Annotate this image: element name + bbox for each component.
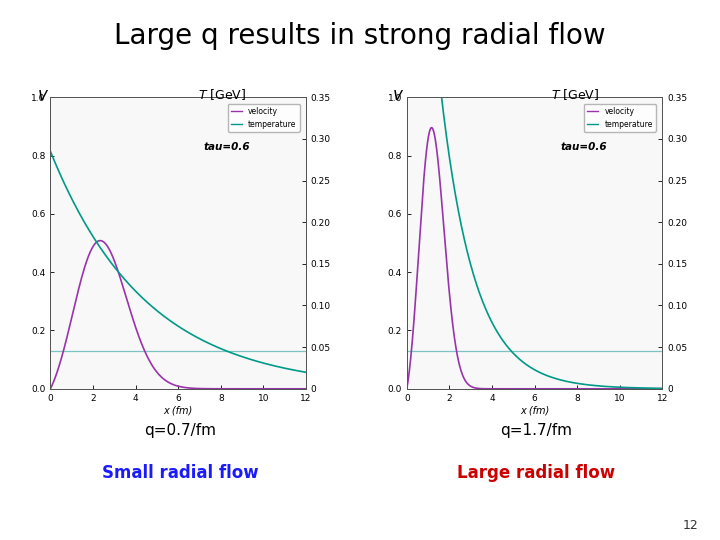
Text: Large q results in strong radial flow: Large q results in strong radial flow — [114, 22, 606, 50]
Text: $T$ [GeV]: $T$ [GeV] — [198, 87, 246, 102]
Legend: velocity, temperature: velocity, temperature — [584, 104, 656, 132]
Text: $v$: $v$ — [392, 85, 405, 104]
Text: 12: 12 — [683, 519, 698, 532]
Text: Large radial flow: Large radial flow — [457, 464, 616, 482]
Text: tau=0.6: tau=0.6 — [560, 141, 607, 152]
Text: $T$ [GeV]: $T$ [GeV] — [551, 87, 599, 102]
X-axis label: x (fm): x (fm) — [520, 406, 549, 415]
Text: q=1.7/fm: q=1.7/fm — [500, 423, 572, 438]
X-axis label: x (fm): x (fm) — [163, 406, 193, 415]
Text: tau=0.6: tau=0.6 — [204, 141, 251, 152]
Text: $v$: $v$ — [37, 85, 50, 104]
Legend: velocity, temperature: velocity, temperature — [228, 104, 300, 132]
Text: q=0.7/fm: q=0.7/fm — [144, 423, 216, 438]
Text: Small radial flow: Small radial flow — [102, 464, 258, 482]
